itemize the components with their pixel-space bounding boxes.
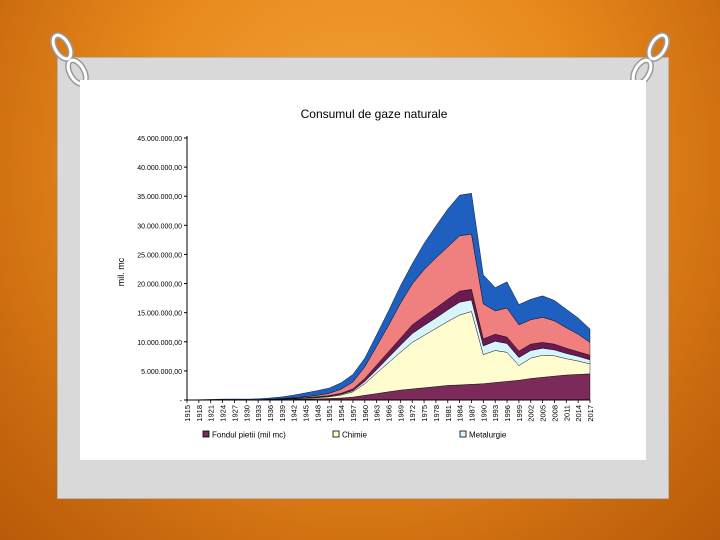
x-tick-label: 1987 xyxy=(467,405,476,422)
y-tick-label: 10.000.000,00 xyxy=(137,340,182,347)
x-tick-label: 1957 xyxy=(349,405,358,422)
y-tick-label: 35.000.000,00 xyxy=(137,194,182,201)
x-tick-label: 1981 xyxy=(444,405,453,422)
y-tick-labels: - 5.000.000,00 10.000.000,00 15.000.000,00 2… xyxy=(137,136,182,405)
legend-label: Chimie xyxy=(342,431,367,440)
x-tick-label: 1993 xyxy=(491,405,500,422)
legend-swatch xyxy=(459,430,467,438)
x-tick-label: 2014 xyxy=(574,405,583,422)
y-tick-label: 25.000.000,00 xyxy=(137,252,182,259)
x-tick-label: 1924 xyxy=(219,405,228,422)
x-tick-label: 1951 xyxy=(325,405,334,422)
x-tick-label: 1963 xyxy=(373,405,382,422)
axes xyxy=(184,136,591,403)
y-axis-label: mil. mc xyxy=(116,257,126,286)
area-series-group xyxy=(186,193,591,401)
y-tick-label: 5.000.000,00 xyxy=(141,369,182,376)
x-tick-label: 1960 xyxy=(361,405,370,422)
y-tick-label: 30.000.000,00 xyxy=(137,223,182,230)
x-tick-label: 1915 xyxy=(183,405,192,422)
legend-swatch xyxy=(332,430,340,438)
x-tick-label: 1972 xyxy=(408,405,417,422)
x-tick-label: 2017 xyxy=(586,405,595,422)
legend-swatch xyxy=(202,430,210,438)
x-tick-label: 1945 xyxy=(302,405,311,422)
x-tick-label: 1975 xyxy=(420,405,429,422)
x-tick-label: 1939 xyxy=(278,405,287,422)
x-tick-label: 1933 xyxy=(254,405,263,422)
y-tick-label: 20.000.000,00 xyxy=(137,282,182,289)
y-tick-label: - xyxy=(180,398,183,405)
legend: Fondul pietii (mil mc) Chimie Metalurgie xyxy=(202,430,507,440)
x-tick-label: 2008 xyxy=(550,405,559,422)
x-tick-label: 1927 xyxy=(230,405,239,422)
x-tick-label: 1954 xyxy=(337,405,346,422)
x-tick-label: 1936 xyxy=(266,405,275,422)
x-tick-label: 1990 xyxy=(479,405,488,422)
x-tick-label: 1942 xyxy=(290,405,299,422)
area-series-5 xyxy=(186,193,591,401)
x-tick-label: 1996 xyxy=(503,405,512,422)
x-tick-label: 1948 xyxy=(313,405,322,422)
x-tick-label: 2011 xyxy=(562,405,571,421)
x-tick-label: 1966 xyxy=(385,405,394,422)
x-tick-label: 1999 xyxy=(515,405,524,422)
x-tick-label: 2005 xyxy=(539,405,548,422)
x-tick-label: 1969 xyxy=(396,405,405,422)
legend-label: Metalurgie xyxy=(469,431,507,440)
x-tick-label: 1921 xyxy=(207,405,216,422)
x-tick-label: 2002 xyxy=(527,405,536,422)
x-tick-label: 1978 xyxy=(432,405,441,422)
x-tick-label: 1918 xyxy=(195,405,204,422)
x-tick-labels: 1915 1918 1921 1924 1927 1930 1933 1936 1939 1942… xyxy=(183,405,595,422)
chart-title: Consumul de gaze naturale xyxy=(301,107,448,121)
y-tick-label: 45.000.000,00 xyxy=(137,136,182,143)
legend-label: Fondul pietii (mil mc) xyxy=(212,431,286,440)
x-tick-label: 1984 xyxy=(456,405,465,422)
y-tick-label: 40.000.000,00 xyxy=(137,165,182,172)
x-tick-label: 1930 xyxy=(242,405,251,422)
y-tick-label: 15.000.000,00 xyxy=(137,311,182,318)
